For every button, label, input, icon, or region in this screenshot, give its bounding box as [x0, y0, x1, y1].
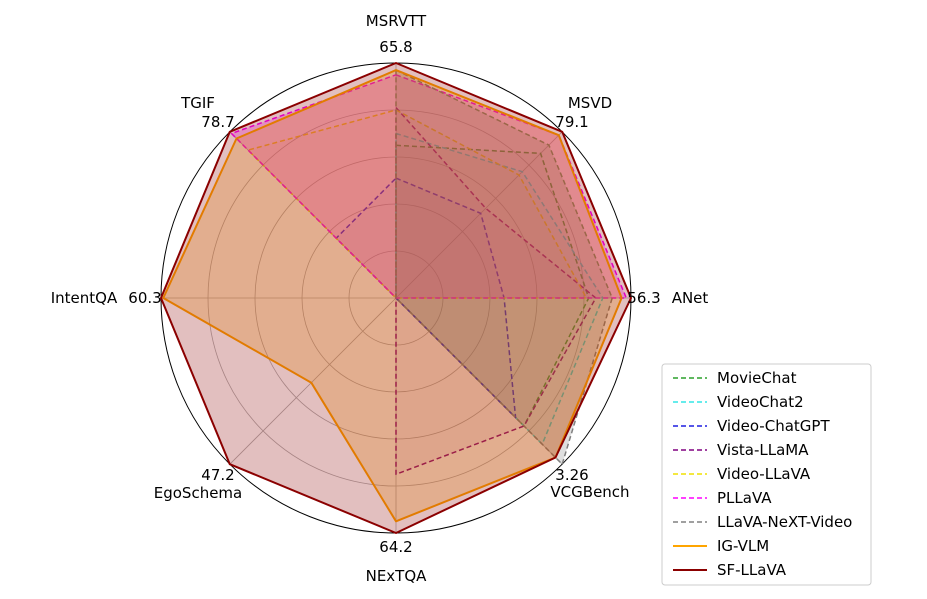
legend-label-ig-vlm: IG-VLM	[717, 537, 769, 555]
series-sf-llava	[160, 62, 632, 534]
axis-max-vcgbench: 3.26	[555, 466, 588, 484]
series-llava-next-video	[395, 69, 613, 465]
legend-label-moviechat: MovieChat	[717, 369, 797, 387]
legend-label-llava-next-video: LLaVA-NeXT-Video	[717, 513, 852, 531]
legend-label-vista-llama: Vista-LLaMA	[717, 441, 809, 459]
axis-max-msvd: 79.1	[555, 113, 588, 131]
radar-series	[160, 62, 632, 534]
axis-label-anet: ANet	[672, 289, 709, 307]
series-video-llava	[247, 109, 588, 299]
series-ig-vlm	[162, 69, 623, 523]
axis-max-anet: 56.3	[627, 289, 660, 307]
axis-label-msvd: MSVD	[568, 94, 612, 112]
legend-label-videochat2: VideoChat2	[717, 393, 804, 411]
spoke-msvd	[395, 131, 563, 299]
axis-max-tgif: 78.7	[201, 113, 234, 131]
axis-max-egoschema: 47.2	[201, 466, 234, 484]
axis-label-vcgbench: VCGBench	[550, 483, 629, 501]
axis-label-nextqa: NExTQA	[366, 567, 428, 585]
axis-max-nextqa: 64.2	[379, 538, 412, 556]
axis-label-tgif: TGIF	[180, 94, 215, 112]
legend: MovieChat VideoChat2 Video-ChatGPT Vista-LL…	[661, 363, 872, 586]
spoke-egoschema	[229, 297, 397, 465]
legend-label-video-chatgpt: Video-ChatGPT	[717, 417, 830, 435]
axis-max-intentqa: 60.3	[128, 289, 161, 307]
axis-max-msrvtt: 65.8	[379, 38, 412, 56]
legend-label-video-llava: Video-LLaVA	[717, 465, 811, 483]
axis-label-egoschema: EgoSchema	[154, 484, 242, 502]
axis-label-msrvtt: MSRVTT	[366, 12, 427, 30]
axis-label-intentqa: IntentQA	[51, 289, 118, 307]
legend-label-sf-llava: SF-LLaVA	[717, 561, 787, 579]
legend-box	[661, 363, 872, 586]
legend-label-pllava: PLLaVA	[717, 489, 772, 507]
